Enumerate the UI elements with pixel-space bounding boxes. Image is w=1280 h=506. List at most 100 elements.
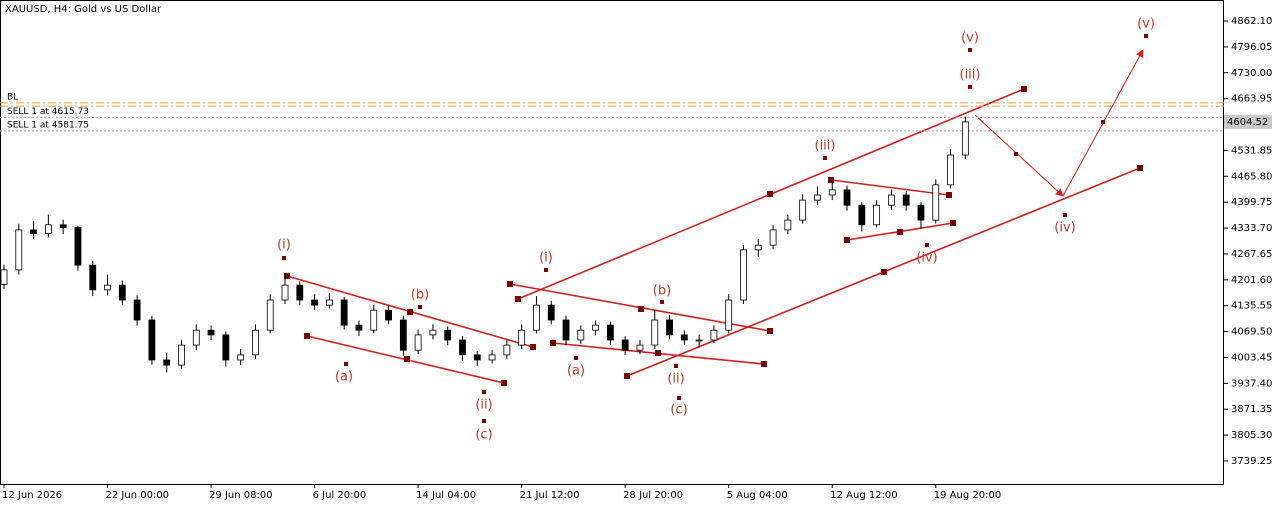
candle-body: [828, 189, 836, 196]
candle-body: [163, 359, 171, 366]
candle-body: [695, 339, 703, 342]
wave-marker: [282, 256, 286, 260]
wave-label: (iii): [960, 68, 981, 83]
candle-body: [769, 229, 777, 246]
y-tick-label: 3937.40: [1231, 378, 1272, 389]
wave-label: (iv): [916, 251, 937, 266]
candle-body: [636, 344, 644, 351]
plot-frame: [0, 0, 1224, 485]
candle-body: [666, 319, 673, 336]
candle-body: [133, 299, 141, 321]
wave-label: (a): [335, 370, 353, 385]
candle-body: [340, 299, 348, 326]
y-tick-label: 4531.85: [1231, 145, 1272, 156]
wave-marker: [344, 362, 348, 366]
wave-marker: [674, 364, 678, 368]
x-tick-label: 5 Aug 04:00: [727, 490, 788, 501]
y-tick-label: 4069.50: [1231, 327, 1272, 338]
x-tick-label: 19 Aug 20:00: [934, 490, 1001, 501]
candle-body: [547, 304, 555, 321]
candle-body: [325, 299, 333, 306]
wave-marker: [823, 156, 827, 160]
wave-marker: [1144, 34, 1148, 38]
candle-body: [237, 354, 245, 361]
y-tick-label: 4003.45: [1231, 352, 1272, 363]
candle-body: [266, 299, 274, 331]
candle-body: [118, 284, 126, 301]
chart-title: XAUUSD, H4: Gold vs US Dollar: [5, 4, 162, 15]
level-label: BL: [7, 92, 18, 102]
wave-marker: [574, 356, 578, 360]
wave-label: (c): [475, 428, 492, 443]
x-tick-label: 29 Jun 08:00: [209, 490, 273, 501]
candle-body: [888, 194, 895, 206]
candle-body: [429, 329, 437, 336]
y-tick-label: 4135.55: [1231, 301, 1272, 312]
level-label: SELL 1 at 4581.75: [7, 120, 89, 130]
candle-body: [503, 344, 511, 356]
y-tick-label: 4201.60: [1231, 275, 1272, 286]
candle-body: [784, 219, 792, 231]
candle-body: [651, 319, 659, 346]
candle-body: [222, 334, 230, 361]
candle-body: [621, 339, 629, 351]
x-tick-label: 6 Jul 20:00: [313, 490, 367, 501]
candle-body: [148, 319, 156, 361]
wave-label: (i): [277, 238, 291, 253]
candle-body: [44, 224, 52, 234]
wave-label: (b): [653, 284, 671, 299]
wave-label: (a): [567, 364, 585, 379]
x-tick-label: 28 Jul 20:00: [623, 490, 683, 501]
y-tick-label: 3805.30: [1231, 430, 1272, 441]
wave-marker: [925, 243, 929, 247]
candle-body: [104, 284, 111, 291]
candle-body: [355, 324, 363, 331]
candle-body: [30, 229, 37, 234]
candle-body: [488, 354, 496, 361]
candle-body: [473, 354, 481, 361]
candle-body: [680, 334, 688, 341]
wave-label: (iii): [815, 139, 836, 154]
candle-body: [74, 227, 82, 266]
candle-body: [917, 204, 925, 221]
wave-marker: [482, 419, 486, 423]
candle-body: [799, 199, 807, 221]
y-tick-label: 4267.65: [1231, 249, 1272, 260]
wave-marker: [418, 305, 422, 309]
candle-body: [0, 269, 8, 285]
candle-body: [562, 319, 570, 341]
candle-body: [577, 329, 585, 341]
candle-body: [385, 309, 392, 321]
candle-body: [843, 189, 851, 206]
candle-body: [15, 229, 23, 271]
wave-marker: [660, 300, 664, 304]
candle-body: [725, 299, 733, 331]
candle-body: [873, 204, 881, 226]
wave-label: (v): [1137, 17, 1155, 32]
last-price-label: 4604.52: [1227, 117, 1268, 128]
candle-body: [414, 334, 422, 351]
candle-body: [178, 344, 185, 366]
candle-body: [444, 329, 452, 341]
candle-body: [533, 304, 540, 331]
wave-marker: [1063, 213, 1067, 217]
y-tick-label: 4399.75: [1231, 197, 1272, 208]
trendlines: [284, 49, 1144, 386]
wave-label: (ii): [475, 398, 492, 413]
wave-marker: [677, 396, 681, 400]
level-label: SELL 1 at 4615.73: [7, 107, 89, 117]
candle-body: [311, 299, 318, 306]
wave-label: (i): [539, 251, 553, 266]
candle-body: [459, 339, 466, 356]
y-tick-label: 3871.35: [1231, 404, 1272, 415]
wave-marker: [968, 85, 972, 89]
candle-body: [89, 264, 97, 291]
candle-body: [281, 284, 289, 301]
candle-body: [814, 194, 821, 201]
y-tick-label: 4862.10: [1231, 16, 1272, 27]
x-tick-label: 12 Aug 12:00: [830, 490, 897, 501]
x-tick-label: 21 Jul 12:00: [520, 490, 580, 501]
candle-body: [296, 284, 304, 301]
